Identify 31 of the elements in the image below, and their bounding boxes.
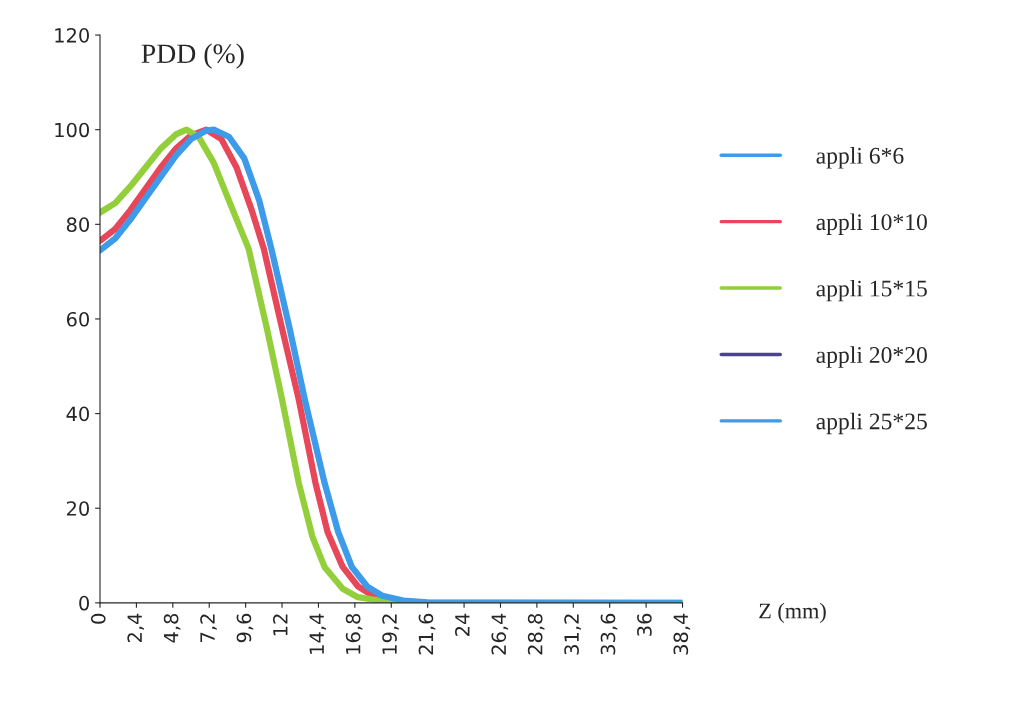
x-tick-label: 36	[637, 613, 652, 636]
y-axis-title: PDD (%)	[141, 43, 244, 69]
legend-label: appli 20*20	[816, 346, 927, 368]
x-tick-label: 26,4	[491, 613, 509, 655]
x-axis-title: Z (mm)	[759, 602, 826, 624]
y-tick-label: 80	[66, 217, 89, 232]
x-tick-label: 21,6	[418, 613, 436, 655]
legend-label: appli 10*10	[816, 213, 927, 235]
y-tick-label: 40	[66, 406, 89, 422]
x-tick-label: 33,6	[600, 613, 618, 655]
x-tick-label: 31,2	[564, 614, 581, 655]
x-tick-label: 2,4	[127, 613, 145, 643]
legend-label: appli 15*15	[816, 279, 927, 302]
x-tick-label: 38,4	[673, 613, 691, 655]
x-tick-label: 9,6	[236, 613, 254, 643]
x-tick-label: 14,4	[309, 613, 327, 654]
x-tick-label: 0	[90, 613, 106, 624]
y-tick-label: 120	[55, 28, 89, 43]
x-tick-label: 12	[272, 614, 288, 636]
y-tick-label: 20	[66, 501, 89, 516]
x-tick-label: 4,8	[163, 613, 181, 643]
x-tick-label: 7,2	[200, 614, 217, 642]
y-tick-label: 100	[55, 122, 89, 138]
y-tick-label: 60	[66, 311, 89, 327]
legend-label: appli 6*6	[816, 147, 904, 169]
y-tick-label: 0	[79, 595, 89, 611]
legend-label: appli 25*25	[816, 412, 927, 435]
x-tick-label: 16,8	[345, 613, 363, 654]
x-tick-label: 28,8	[527, 613, 545, 655]
x-tick-label: 24	[455, 613, 470, 636]
x-tick-label: 19,2	[382, 614, 399, 654]
